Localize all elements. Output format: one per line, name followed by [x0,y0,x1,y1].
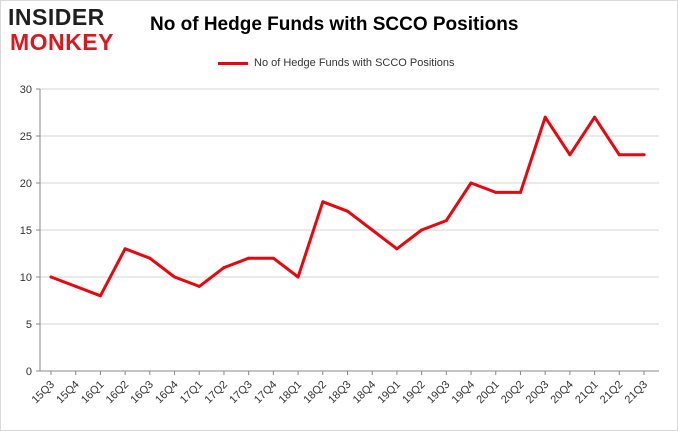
data-point [370,228,374,232]
data-point [98,294,102,298]
y-tick-label: 5 [26,319,32,331]
logo-line-2: MONKEY [10,29,114,55]
data-point [173,275,177,279]
data-point [568,153,572,157]
x-tick-label: 19Q1 [376,379,404,407]
data-point [395,247,399,251]
data-point [321,200,325,204]
chart-title: No of Hedge Funds with SCCO Positions [150,14,519,35]
x-tick-label: 21Q1 [573,379,601,407]
x-tick-label: 20Q3 [524,379,552,407]
data-point [469,181,473,185]
data-point [593,115,597,119]
x-tick-label: 16Q4 [153,379,181,407]
series-lines [49,115,646,298]
data-point [346,209,349,213]
x-tick-label: 17Q2 [203,379,231,407]
x-tick-label: 19Q4 [450,379,478,407]
data-point [617,153,621,157]
data-point [197,284,201,288]
axes [36,88,659,375]
x-tick-label: 19Q2 [400,379,428,407]
x-tick-label: 18Q3 [326,379,354,407]
y-tick-label: 0 [26,366,32,378]
data-point [123,247,127,251]
insider-monkey-logo: INSIDER MONKEY [8,6,128,56]
x-tick-label: 18Q4 [351,379,379,407]
x-tick-label: 16Q3 [128,379,156,407]
x-tick-label: 20Q4 [548,379,576,407]
y-tick-labels: 0 5 10 15 20 25 30 [20,84,32,378]
y-tick-label: 10 [20,272,32,284]
data-point [642,153,646,157]
data-point [494,190,498,194]
x-tick-labels: 15Q315Q416Q116Q216Q316Q417Q117Q217Q317Q4… [30,379,651,407]
x-tick-label: 16Q2 [104,379,132,407]
data-point [247,256,251,260]
y-tick-label: 15 [20,225,32,237]
data-point [444,219,448,223]
x-tick-label: 15Q4 [54,379,82,407]
x-tick-label: 16Q1 [79,379,107,407]
chart-legend: No of Hedge Funds with SCCO Positions [218,55,455,71]
data-point [148,256,152,260]
x-tick-label: 18Q2 [301,379,329,407]
x-tick-label: 21Q3 [623,379,651,407]
data-point [518,190,522,194]
logo-line-1: INSIDER [8,4,105,30]
y-tick-label: 25 [20,131,32,143]
legend-swatch [218,61,248,65]
x-tick-label: 17Q3 [227,379,255,407]
x-tick-label: 21Q2 [598,379,626,407]
data-point [296,275,300,279]
x-tick-label: 18Q1 [277,379,305,407]
data-point [420,228,424,232]
y-tick-label: 30 [20,84,32,96]
x-tick-label: 17Q1 [178,379,206,407]
data-point [222,266,226,270]
data-point [49,275,53,279]
y-tick-label: 20 [20,178,32,190]
x-tick-label: 20Q2 [499,379,527,407]
x-tick-label: 15Q3 [30,379,58,407]
gridlines [40,88,659,325]
data-point [271,256,275,260]
legend-label: No of Hedge Funds with SCCO Positions [254,57,455,69]
data-point [74,284,78,288]
x-tick-label: 17Q4 [252,379,280,407]
series-line-0 [49,115,646,298]
x-tick-label: 20Q1 [474,379,502,407]
data-point [543,115,547,119]
x-tick-label: 19Q3 [425,379,453,407]
